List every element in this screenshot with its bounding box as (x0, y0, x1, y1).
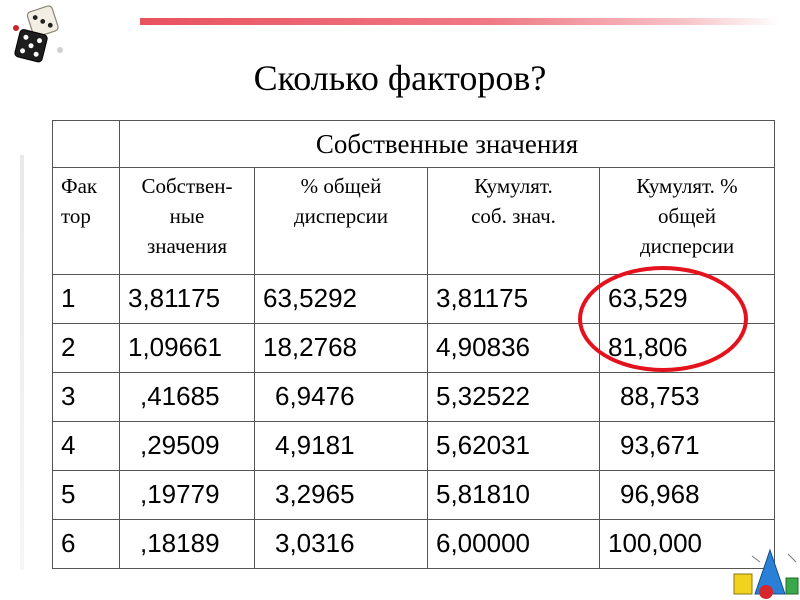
header-line: ные (169, 204, 205, 228)
header-line: тор (61, 204, 91, 228)
cell-factor: 3 (52, 372, 120, 422)
cell-percent-variance: 63,5292 (254, 274, 428, 324)
cell-eigenvalue: ,19779 (119, 470, 255, 520)
cell-cumulative-eigen: 5,81810 (427, 470, 600, 520)
header-cumulative-percent: Кумулят. % общей дисперсии (598, 167, 776, 275)
header-line: Кумулят. % (636, 174, 738, 198)
cell-percent-variance: 18,2768 (254, 323, 428, 373)
cell-cumulative-percent: 93,671 (598, 421, 776, 471)
highlight-ellipse (578, 266, 748, 372)
table-row: 2 1,09661 18,2768 4,90836 81,806 (52, 323, 776, 373)
cell-percent-variance: 3,2965 (254, 470, 428, 520)
table-row: 4 ,29509 4,9181 5,62031 93,671 (52, 421, 776, 471)
cell-eigenvalue: 1,09661 (119, 323, 255, 373)
dice-icon (13, 5, 63, 63)
header-line: дисперсии (639, 234, 735, 258)
cell-cumulative-percent: 100,000 (598, 519, 776, 569)
cell-cumulative-percent: 88,753 (598, 372, 776, 422)
table-row: 6 ,18189 3,0316 6,00000 100,000 (52, 519, 776, 569)
cell-eigenvalue: ,18189 (119, 519, 255, 569)
cell-eigenvalue: 3,81175 (119, 274, 255, 324)
header-line: общей (658, 204, 716, 228)
header-line: Кумулят. (474, 174, 553, 198)
cell-percent-variance: 3,0316 (254, 519, 428, 569)
header-eigenvalues: Собствен- ные значения (119, 167, 255, 275)
cell-cumulative-eigen: 5,32522 (427, 372, 600, 422)
table-row: 5 ,19779 3,2965 5,81810 96,968 (52, 470, 776, 520)
cell-factor: 4 (52, 421, 120, 471)
cell-cumulative-eigen: 4,90836 (427, 323, 600, 373)
cell-cumulative-eigen: 5,62031 (427, 421, 600, 471)
cell-factor: 2 (52, 323, 120, 373)
header-line: дисперсии (293, 204, 389, 228)
cell-percent-variance: 4,9181 (254, 421, 428, 471)
column-header-row: Фак тор Собствен- ные значения % общей д… (52, 167, 776, 275)
header-line: соб. знач. (471, 204, 556, 228)
header-line: % общей (300, 174, 382, 198)
cell-cumulative-percent: 96,968 (598, 470, 776, 520)
cell-factor: 1 (52, 274, 120, 324)
table-corner-cell (52, 120, 120, 168)
table-caption: Собственные значения (118, 120, 776, 168)
cell-percent-variance: 6,9476 (254, 372, 428, 422)
table-row: 3 ,41685 6,9476 5,32522 88,753 (52, 372, 776, 422)
cell-cumulative-eigen: 6,00000 (427, 519, 600, 569)
cell-eigenvalue: ,29509 (119, 421, 255, 471)
slide-title: Сколько факторов? (253, 58, 547, 98)
header-line: Фак (61, 174, 98, 198)
cell-factor: 6 (52, 519, 120, 569)
geometric-shapes-icon (733, 548, 799, 599)
header-line: значения (146, 234, 228, 258)
cell-eigenvalue: ,41685 (119, 372, 255, 422)
header-line: Собствен- (141, 174, 233, 198)
header-percent-variance: % общей дисперсии (254, 167, 428, 275)
header-factor: Фак тор (52, 167, 120, 275)
left-decorative-bar (20, 155, 24, 570)
cell-factor: 5 (52, 470, 120, 520)
top-accent-bar (140, 18, 780, 25)
cell-cumulative-eigen: 3,81175 (427, 274, 600, 324)
header-cumulative-eigen: Кумулят. соб. знач. (427, 167, 600, 275)
